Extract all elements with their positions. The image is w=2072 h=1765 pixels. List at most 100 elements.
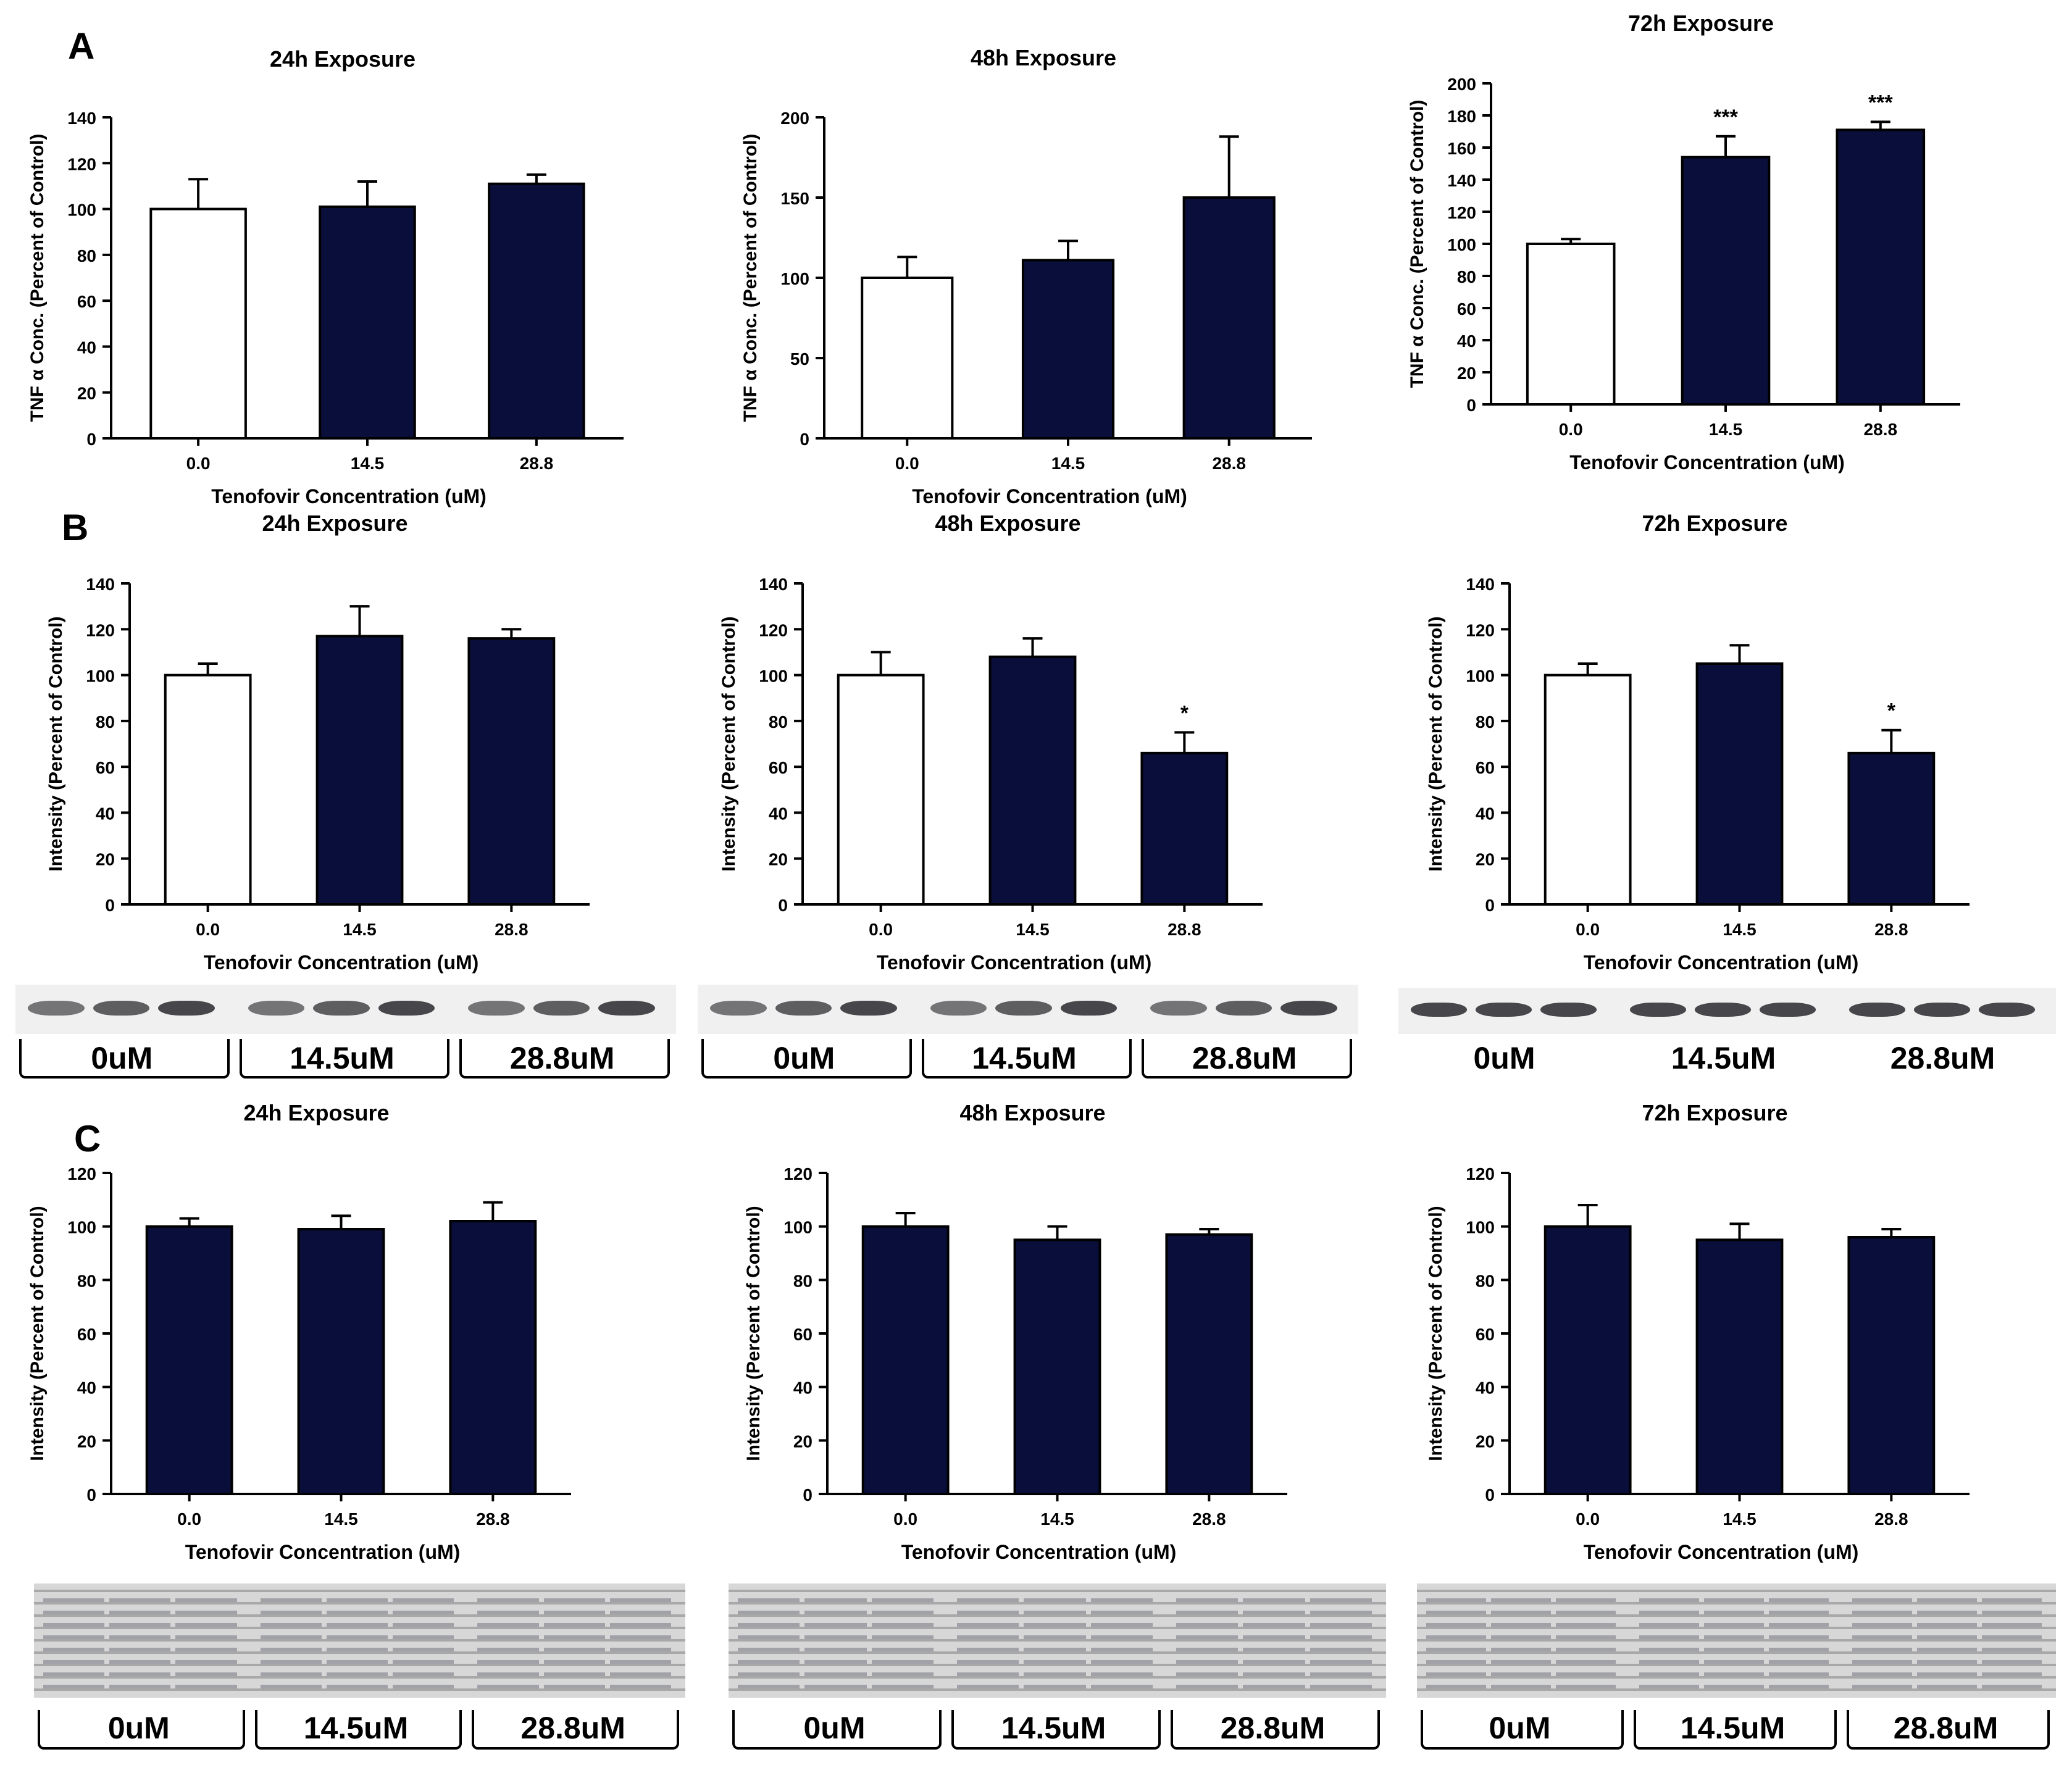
- c3-xtick-label: 0.0: [1576, 1509, 1600, 1529]
- b2-ytick-label: 60: [769, 758, 788, 777]
- b1-ytick-label: 140: [86, 575, 115, 594]
- a3-ytick-label: 40: [1457, 332, 1476, 351]
- c3-title: 72h Exposure: [1642, 1100, 1787, 1125]
- a2-ytick-label: 150: [780, 189, 809, 208]
- b3-xtick-label: 14.5: [1723, 920, 1757, 939]
- western-blot-band: [93, 1000, 150, 1016]
- lane-bracket: [19, 1039, 230, 1079]
- c1-ytick-label: 0: [86, 1485, 96, 1504]
- a2-bar: [861, 277, 954, 440]
- b1-xtick-label: 14.5: [343, 920, 377, 939]
- b2-ytick-label: 140: [759, 575, 788, 594]
- b1-title: 24h Exposure: [262, 511, 407, 536]
- b2-xlabel: Tenofovir Concentration (uM): [877, 951, 1152, 974]
- b3-title: 72h Exposure: [1642, 511, 1787, 536]
- lane-bracket: [1421, 1710, 1624, 1750]
- c1-ylabel: Intensity (Percent of Control): [27, 1206, 48, 1461]
- c1-xtick-label: 28.8: [476, 1509, 510, 1529]
- a2-ytick-label: 0: [800, 430, 809, 449]
- a2-ytick-label: 50: [790, 349, 809, 369]
- a3-xtick-label: 0.0: [1559, 420, 1583, 439]
- blot-lane-label: 0uM: [773, 1041, 835, 1075]
- c2-ytick-label: 80: [793, 1271, 813, 1290]
- blot-lane-label: 28.8uM: [1220, 1711, 1326, 1745]
- a3-ylabel: TNF α Conc. (Percent of Control): [1407, 100, 1427, 388]
- c2-ylabel: Intensity (Percent of Control): [743, 1206, 764, 1461]
- blot-lane-label: 0uM: [803, 1711, 866, 1745]
- b1-ylabel: Intensity (Percent of Control): [46, 616, 66, 871]
- b3-bar: [1847, 751, 1936, 906]
- c1-ytick-label: 80: [77, 1271, 96, 1290]
- protein-stain-lane: [109, 1593, 171, 1688]
- a1-title: 24h Exposure: [270, 46, 416, 72]
- c1-ytick-label: 20: [77, 1432, 96, 1451]
- a1-xtick-label: 0.0: [186, 454, 211, 473]
- lane-bracket: [921, 1039, 1132, 1079]
- b1-bar: [467, 637, 556, 906]
- b1-ytick-label: 0: [105, 896, 115, 915]
- c3-xlabel: Tenofovir Concentration (uM): [1584, 1541, 1859, 1563]
- western-blot-band: [313, 1000, 370, 1016]
- b1-bar: [315, 635, 404, 906]
- c3-ytick-label: 100: [1466, 1218, 1495, 1237]
- western-blot-band: [1914, 1003, 1970, 1017]
- a3-bar: [1836, 128, 1926, 406]
- protein-stain-strip: [729, 1583, 1386, 1698]
- b3-ytick-label: 100: [1466, 667, 1495, 686]
- b3-ytick-label: 0: [1485, 896, 1495, 915]
- a3-ytick-label: 160: [1447, 139, 1476, 158]
- a2-bar: [1182, 196, 1276, 440]
- b3-xtick-label: 28.8: [1874, 920, 1908, 939]
- protein-stain-lane: [804, 1593, 867, 1688]
- lane-bracket: [472, 1710, 679, 1750]
- protein-stain-lane: [326, 1593, 388, 1688]
- c1-title: 24h Exposure: [243, 1100, 389, 1125]
- protein-stain-lane: [1704, 1593, 1764, 1688]
- western-blot-band: [1150, 1000, 1207, 1016]
- c2-bar: [1013, 1238, 1101, 1496]
- a2-xtick-label: 28.8: [1212, 454, 1246, 473]
- western-blot-band: [1215, 1000, 1272, 1016]
- a3-ytick-label: 80: [1457, 267, 1476, 286]
- protein-stain-lane: [1310, 1593, 1372, 1688]
- lane-bracket: [38, 1710, 245, 1750]
- a1-ytick-label: 140: [67, 109, 96, 128]
- a3-xlabel: Tenofovir Concentration (uM): [1569, 451, 1845, 474]
- b3-significance-marker: *: [1887, 699, 1896, 723]
- a3-ytick-label: 60: [1457, 299, 1476, 319]
- a3-bar: [1526, 243, 1616, 406]
- panel-letter-c: C: [74, 1118, 101, 1159]
- western-blot-band: [248, 1000, 305, 1016]
- c2-title: 48h Exposure: [959, 1100, 1105, 1125]
- blot-lane-label: 0uM: [107, 1711, 170, 1745]
- western-blot-band: [598, 1000, 655, 1016]
- lane-bracket: [732, 1710, 942, 1750]
- protein-stain-lane: [871, 1593, 934, 1688]
- c3-ytick-label: 20: [1476, 1432, 1495, 1451]
- protein-stain-lane: [1176, 1593, 1239, 1688]
- a1-bar: [319, 205, 416, 440]
- a1-ytick-label: 80: [77, 246, 96, 265]
- a1-ytick-label: 0: [86, 430, 96, 449]
- c2-ytick-label: 120: [783, 1164, 813, 1183]
- b3-ytick-label: 60: [1476, 758, 1495, 777]
- a3-ytick-label: 200: [1447, 75, 1476, 94]
- b3-xlabel: Tenofovir Concentration (uM): [1584, 951, 1859, 974]
- western-blot-band: [775, 1000, 832, 1016]
- a1-ytick-label: 60: [77, 292, 96, 311]
- lane-bracket: [701, 1039, 912, 1079]
- c3-bar: [1544, 1225, 1632, 1495]
- c2-ytick-label: 60: [793, 1325, 813, 1344]
- a2-ylabel: TNF α Conc. (Percent of Control): [740, 134, 761, 422]
- c1-ytick-label: 100: [67, 1218, 96, 1237]
- protein-stain-lane: [1917, 1593, 1977, 1688]
- c2-xtick-label: 0.0: [893, 1509, 917, 1529]
- c3-xtick-label: 28.8: [1874, 1509, 1908, 1529]
- lane-bracket: [459, 1039, 670, 1079]
- western-blot-band: [28, 1000, 85, 1016]
- a2-bar: [1021, 259, 1115, 440]
- c1-ytick-label: 120: [67, 1164, 96, 1183]
- c3-ylabel: Intensity (Percent of Control): [1426, 1206, 1446, 1461]
- blot-lane-label: 28.8uM: [1192, 1041, 1297, 1075]
